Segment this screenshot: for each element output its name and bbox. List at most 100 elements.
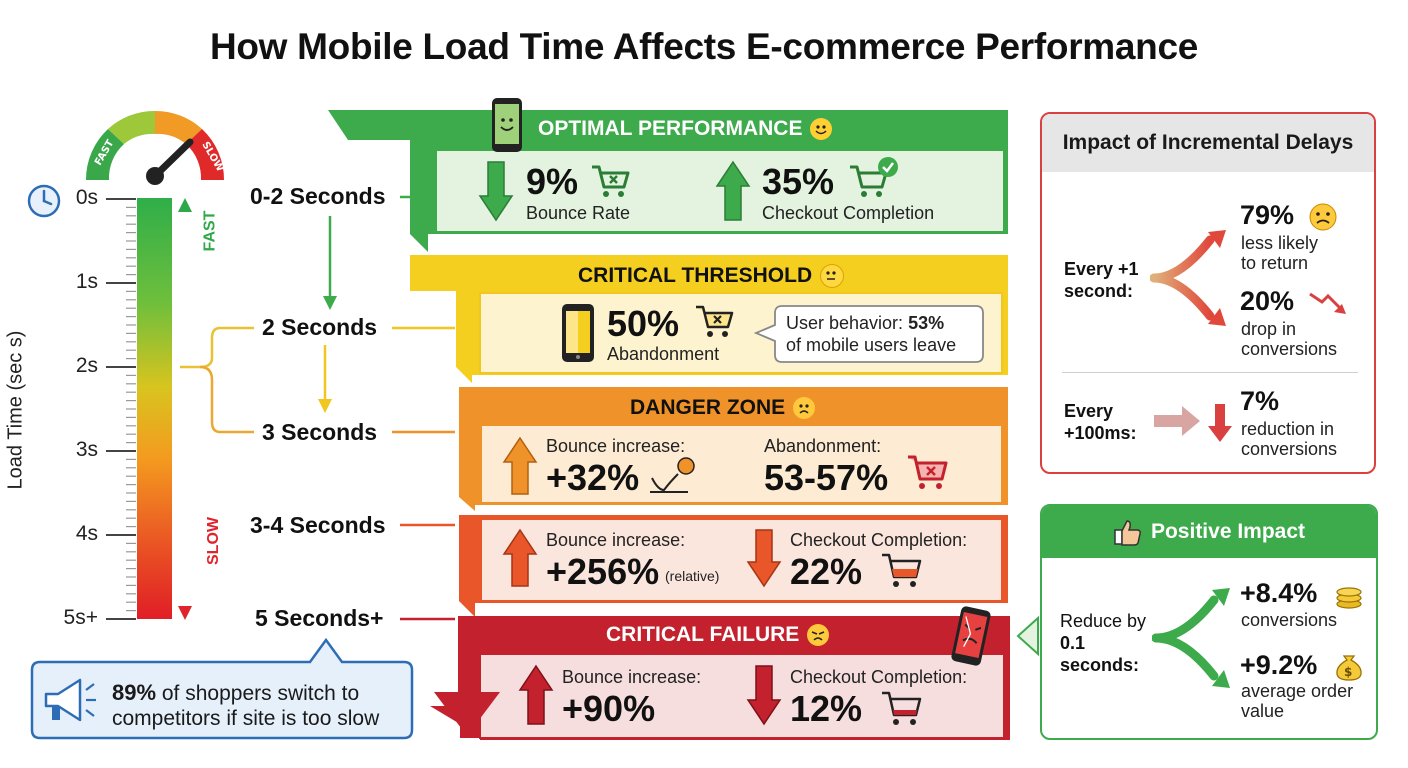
money-bag-icon: $ [1336,655,1362,681]
angry-phone-icon [951,606,991,666]
r2-value: 7% [1240,386,1280,416]
cart-partial-icon [882,553,922,587]
r1b-text-line2: conversions [1241,339,1338,359]
phone-loading-icon [562,304,594,362]
severe-bounce-label: Bounce increase: [546,530,686,550]
tick-label-0: 0s [75,186,98,209]
frown-emoji-icon [807,624,830,646]
severe-checkout-label: Checkout Completion: [790,530,968,550]
failure-bounce-value: +90% [562,688,656,729]
positive-header: Positive Impact [1042,506,1376,558]
incremental-row1-label: Every +1 second: [1064,258,1139,302]
danger-zone-title: DANGER ZONE [630,389,816,427]
callout-bold: 89% [112,680,157,705]
page-title: How Mobile Load Time Affects E-commerce … [209,26,1199,67]
danger-bounce-value: +32% [546,457,640,498]
r2-text-line1: reduction in [1241,419,1335,439]
stage-label-2: 2 Seconds [262,314,378,340]
critical-failure-panel-shape [430,616,1010,740]
thumbs-up-icon [1114,520,1141,546]
fast-slow-arrow [178,198,192,620]
cart-x-yellow-icon [696,305,734,337]
optimal-checkout-value: 35% [762,161,835,202]
trend-down-icon [1309,292,1346,314]
positive-label-line1: Reduce by [1060,611,1147,631]
note-bold: 53% [908,313,945,333]
speech-bubble-text: User behavior: 53% of mobile users leave [786,312,956,356]
failure-bounce-label: Bounce increase: [562,667,702,687]
severe-bounce-note: (relative) [665,568,720,584]
incremental-delays-box: Impact of Incremental Delays [1040,112,1376,474]
stage-label-5plus: 5 Seconds+ [255,605,384,631]
r1b-text-line1: drop in [1241,319,1297,339]
row1-label-line2: second: [1064,281,1134,301]
optimal-title: OPTIMAL PERFORMANCE [538,110,833,148]
failure-checkout-label: Checkout Completion: [790,667,968,687]
load-time-gradient-bar [137,198,172,619]
optimal-bounce-label: Bounce Rate [526,203,631,223]
row2-label-line2: +100ms: [1064,423,1137,443]
r1b-text: drop in conversions [1241,319,1337,359]
critical-abandonment-label: Abandonment [607,344,720,364]
positive-impact-box: Positive Impact [1040,504,1378,740]
r1a-text-line2: to return [1241,253,1309,273]
row1-label-line1: Every +1 [1064,259,1139,279]
failure-checkout-value: 12% [790,688,863,729]
cart-check-icon [850,157,898,197]
tick-label-4: 4s [75,522,98,545]
r1b-value: 20% [1240,286,1295,316]
optimal-title-text: OPTIMAL PERFORMANCE [538,117,803,140]
speedometer-icon: FAST SLOW [85,110,225,185]
arrow-down-small-red-icon [1208,404,1232,442]
shoppers-callout-box [30,637,414,740]
arrow-down-red-icon [746,665,782,726]
arrow-up-orange-icon [502,436,538,495]
optimal-checkout-label: Checkout Completion [762,203,935,223]
note-rest: of mobile users leave [786,335,957,355]
positive-b-text-line1: average order [1241,681,1354,701]
cart-x-icon [592,165,630,197]
arrow-down-green-icon [478,161,514,222]
tick-label-1: 1s [75,270,98,293]
arrow-down-red-big-icon [434,692,500,736]
danger-bounce-label: Bounce increase: [546,436,686,456]
axis-ticks [106,198,136,620]
smile-emoji-icon [810,118,833,140]
worried-emoji-icon [793,397,816,419]
arrow-right-pink-icon [1154,406,1200,436]
danger-abandonment-value: 53-57% [764,457,889,498]
incremental-divider [1062,372,1358,373]
critical-failure-title: CRITICAL FAILURE [606,616,830,654]
tick-label-2: 2s [75,354,98,377]
incremental-title: Impact of Incremental Delays [1062,131,1354,154]
split-arrow-green [1152,588,1230,688]
callout-line2: competitors if site is too slow [112,707,380,730]
happy-phone-icon [492,98,522,152]
arrow-up-red-icon [518,664,554,725]
range-brace [180,326,254,434]
tick-label-5: 5s+ [63,606,98,629]
positive-pointer [1016,616,1039,656]
split-arrow-red [1150,230,1226,326]
arrow-up-red-orange-icon [502,528,538,587]
optimal-bounce-value: 9% [526,161,579,202]
severe-bounce-value: +256% [546,551,660,592]
row2-label-line1: Every [1064,401,1114,421]
danger-abandonment-label: Abandonment: [764,436,882,456]
tick-label-3: 3s [75,438,98,461]
incremental-row2-label: Every +100ms: [1064,400,1137,444]
cart-x-red-icon [908,455,948,489]
critical-failure-title-text: CRITICAL FAILURE [606,623,800,646]
danger-zone-title-text: DANGER ZONE [630,396,786,419]
stage-label-3: 3 Seconds [262,419,378,445]
r1a-text-line1: less likely [1241,233,1319,253]
critical-abandonment-value: 50% [607,303,680,344]
incremental-header: Impact of Incremental Delays [1042,114,1374,172]
positive-b-value: +9.2% [1240,650,1318,680]
positive-a-value: +8.4% [1240,578,1318,608]
positive-b-text-line2: value [1241,701,1285,721]
severe-checkout-value: 22% [790,551,863,592]
shoppers-callout-text: 89% of shoppers switch to competitors if… [112,680,379,731]
arrow-up-green-icon [715,160,751,221]
positive-a-text: conversions [1241,610,1338,630]
